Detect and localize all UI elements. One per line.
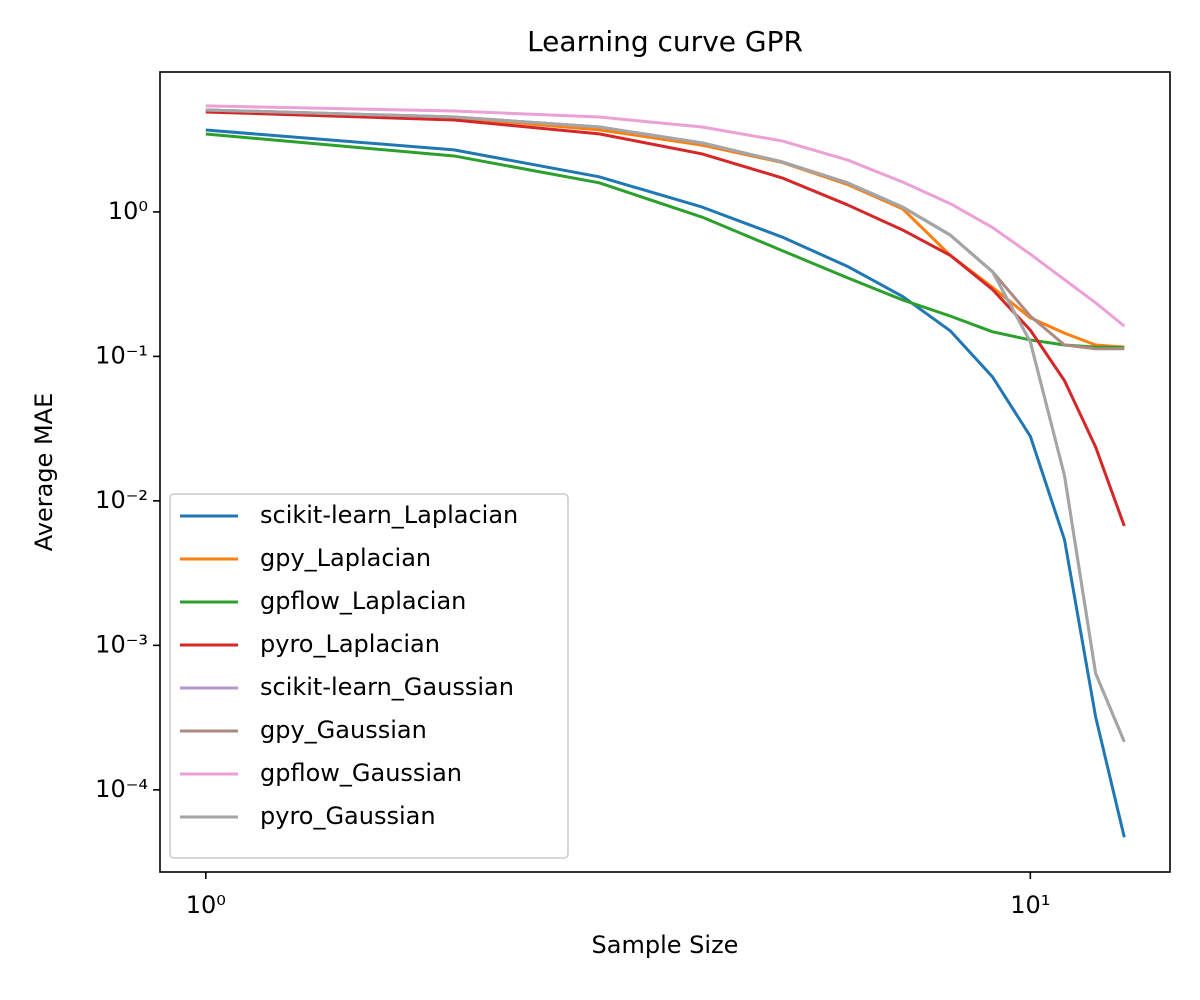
plot-lines: [205, 104, 1126, 838]
y-tick-label: 10⁻⁴: [95, 775, 148, 803]
x-axis-label: Sample Size: [592, 931, 739, 959]
legend-box: [169, 493, 569, 859]
series-line: [205, 108, 1126, 743]
y-axis-label: Average MAE: [30, 393, 58, 551]
legend-label: gpy_Gaussian: [260, 716, 427, 744]
x-tick-label: 10⁰: [186, 891, 226, 919]
legend-label: gpflow_Laplacian: [260, 587, 466, 615]
legend-label: scikit-learn_Laplacian: [260, 501, 518, 529]
legend-label: scikit-learn_Gaussian: [260, 673, 514, 701]
legend: scikit-learn_Laplacian gpy_Laplaciangpflo…: [169, 493, 569, 859]
x-tick-label: 10¹: [1010, 891, 1050, 919]
legend-label: gpy_Laplacian: [260, 544, 431, 572]
chart-title: Learning curve GPR: [527, 25, 803, 58]
y-tick-label: 10⁻³: [95, 630, 148, 658]
series-line: [205, 109, 1125, 349]
y-tick-label: 10⁻²: [95, 486, 148, 514]
series-line: [205, 110, 1126, 527]
y-tick-label: 10⁰: [108, 197, 148, 225]
plot-frame: [159, 71, 1171, 873]
legend-label: pyro_Gaussian: [260, 802, 436, 830]
series-line: [205, 128, 1126, 838]
y-tick-label: 10⁻¹: [95, 341, 148, 369]
legend-label: pyro_Laplacian: [260, 630, 440, 658]
legend-label: gpflow_Gaussian: [260, 759, 462, 787]
series-line: [205, 104, 1126, 328]
